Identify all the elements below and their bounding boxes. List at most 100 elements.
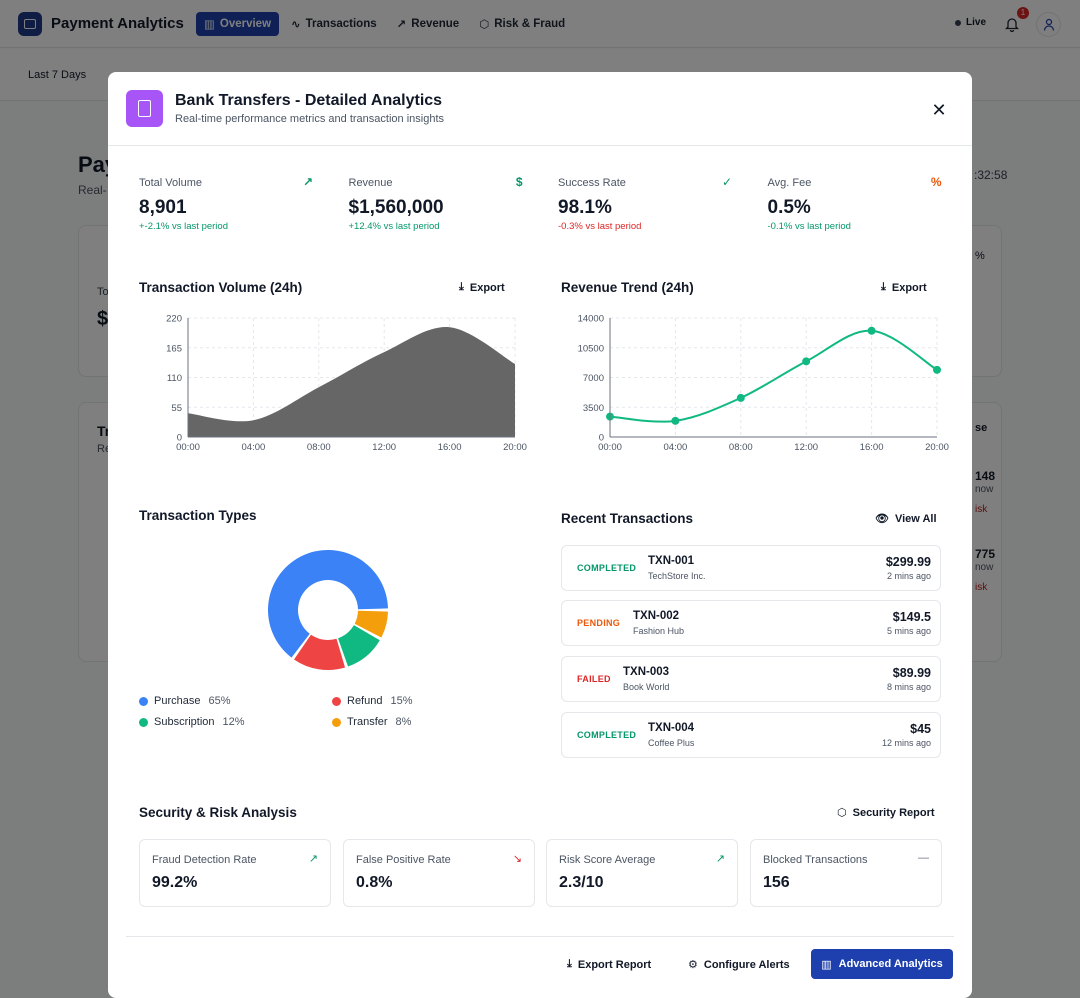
donut-slice-purchase — [268, 550, 388, 658]
modal-title: Bank Transfers - Detailed Analytics — [175, 92, 443, 109]
merchant-name: TechStore Inc. — [648, 571, 706, 581]
close-icon[interactable]: ✕ — [931, 100, 947, 120]
y-tick-label: 0 — [177, 433, 182, 444]
export-volume-button[interactable]: ⤓ Export — [459, 281, 505, 294]
x-tick-label: 12:00 — [372, 442, 396, 453]
legend-swatch — [332, 717, 341, 727]
y-tick-label: 7000 — [583, 373, 604, 384]
advanced-analytics-button[interactable]: ▥ Advanced Analytics — [811, 949, 953, 979]
legend-value: 15% — [390, 695, 413, 707]
status-badge: FAILED — [577, 674, 611, 684]
transaction-time: 5 mins ago — [886, 626, 931, 636]
advanced-analytics-label: Advanced Analytics — [838, 958, 943, 970]
metric-value: 0.8% — [356, 874, 393, 891]
security-metric-card: Fraud Detection Rate ↗ 99.2% — [139, 839, 331, 907]
transaction-volume-chart: 0 55 110 165 220 00:00 04:00 08:00 12:00 16:00 20:… — [166, 314, 527, 454]
transaction-amount: $45 — [910, 722, 931, 736]
legend-swatch — [139, 696, 148, 706]
status-badge: COMPLETED — [577, 730, 637, 740]
y-tick-label: 55 — [171, 403, 182, 414]
stat-label: Revenue — [348, 177, 393, 189]
minus-icon: — — [918, 852, 929, 864]
trending-up-icon: ↗ — [302, 175, 313, 189]
x-tick-label: 08:00 — [307, 442, 331, 453]
percent-icon: % — [930, 175, 942, 189]
legend-label: Refund — [347, 695, 383, 707]
metric-value: 156 — [763, 874, 790, 891]
dollar-icon: $ — [515, 175, 523, 189]
export-report-label: Export Report — [577, 958, 652, 971]
detail-modal: Bank Transfers - Detailed Analytics Real… — [108, 72, 972, 998]
transaction-time: 12 mins ago — [881, 738, 931, 748]
transaction-id: TXN-004 — [648, 722, 695, 734]
x-tick-label: 00:00 — [176, 442, 200, 453]
y-tick-label: 110 — [167, 373, 182, 384]
area-series — [188, 327, 515, 437]
stat-value: $1,560,000 — [348, 197, 444, 218]
legend-number: 15 — [390, 695, 403, 707]
data-point — [736, 393, 745, 402]
y-tick-label: 10500 — [578, 343, 604, 354]
view-all-button[interactable]: 👁︎ View All — [875, 512, 937, 526]
status-badge: PENDING — [577, 618, 621, 628]
transaction-row[interactable]: COMPLETED TXN-004 Coffee Plus $45 12 min… — [561, 712, 941, 758]
transaction-row[interactable]: PENDING TXN-002 Fashion Hub $149.5 5 min… — [561, 600, 941, 646]
donut-slice-transfer — [354, 610, 388, 638]
donut-slice-refund — [294, 634, 346, 670]
transaction-time: 2 mins ago — [886, 571, 931, 581]
transaction-id: TXN-001 — [648, 555, 695, 567]
transaction-types-donut — [268, 550, 388, 670]
data-point — [802, 357, 811, 366]
metric-label: Risk Score Average — [559, 854, 656, 866]
download-icon: ⤓ — [459, 281, 464, 293]
configure-alerts-label: Configure Alerts — [703, 958, 790, 971]
transaction-amount: $149.5 — [892, 610, 931, 624]
legend-number: 12 — [222, 716, 235, 728]
revenue-trend-chart: 0 3500 7000 10500 14000 00:00 04:00 08:00 12:00 1… — [578, 314, 949, 454]
metric-label: Fraud Detection Rate — [152, 854, 257, 866]
transaction-amount: $89.99 — [892, 666, 931, 680]
transaction-row[interactable]: FAILED TXN-003 Book World $89.99 8 mins … — [561, 656, 941, 702]
legend-number: 65 — [208, 695, 221, 707]
types-chart-title: Transaction Types — [139, 508, 257, 523]
metric-label: False Positive Rate — [356, 854, 451, 866]
merchant-name: Fashion Hub — [633, 626, 685, 636]
legend-value: 65% — [208, 695, 231, 707]
download-icon: ⤓ — [881, 281, 886, 293]
metric-value: 2.3/10 — [559, 874, 604, 891]
metric-label: Blocked Transactions — [763, 854, 868, 866]
line-series — [609, 329, 938, 423]
stat-value: 0.5% — [767, 197, 811, 218]
stat-label: Avg. Fee — [767, 177, 812, 189]
check-circle-icon: ✓ — [721, 175, 732, 189]
configure-alerts-button[interactable]: ⚙ Configure Alerts — [688, 958, 790, 972]
merchant-name: Book World — [623, 682, 670, 692]
transaction-row[interactable]: COMPLETED TXN-001 TechStore Inc. $299.99… — [561, 545, 941, 591]
y-tick-label: 165 — [166, 343, 182, 354]
stat-change: -0.1% vs last period — [767, 221, 851, 232]
gear-icon: ⚙ — [688, 959, 698, 971]
stat-value: 98.1% — [558, 197, 612, 218]
stat-card: Revenue $ $1,560,000 +12.4% vs last peri… — [349, 172, 523, 232]
stat-card: Avg. Fee % 0.5% -0.1% vs last period — [768, 172, 942, 232]
eye-icon: 👁︎ — [875, 513, 889, 525]
x-tick-label: 16:00 — [860, 442, 884, 453]
donut-slice-subscription — [338, 625, 380, 667]
x-tick-label: 04:00 — [664, 442, 688, 453]
stat-card: Total Volume ↗ 8,901 +-2.1% vs last peri… — [139, 172, 313, 232]
export-report-button[interactable]: ⤓ Export Report — [567, 958, 651, 971]
metric-value: 99.2% — [152, 874, 198, 891]
legend-item-transfer: Transfer 8% — [332, 716, 411, 728]
legend-item-purchase: Purchase 65% — [139, 695, 231, 707]
security-title: Security & Risk Analysis — [139, 805, 297, 820]
status-badge: COMPLETED — [577, 563, 637, 573]
stat-change: +-2.1% vs last period — [139, 221, 228, 232]
x-tick-label: 16:00 — [438, 442, 462, 453]
legend-value: 8% — [395, 716, 412, 728]
security-report-button[interactable]: ⬡ Security Report — [837, 806, 935, 820]
legend-swatch — [139, 717, 148, 727]
modal-subtitle: Real-time performance metrics and transa… — [175, 113, 445, 125]
x-tick-label: 20:00 — [503, 442, 527, 453]
y-tick-label: 3500 — [583, 403, 604, 414]
export-revenue-button[interactable]: ⤓ Export — [881, 281, 927, 294]
